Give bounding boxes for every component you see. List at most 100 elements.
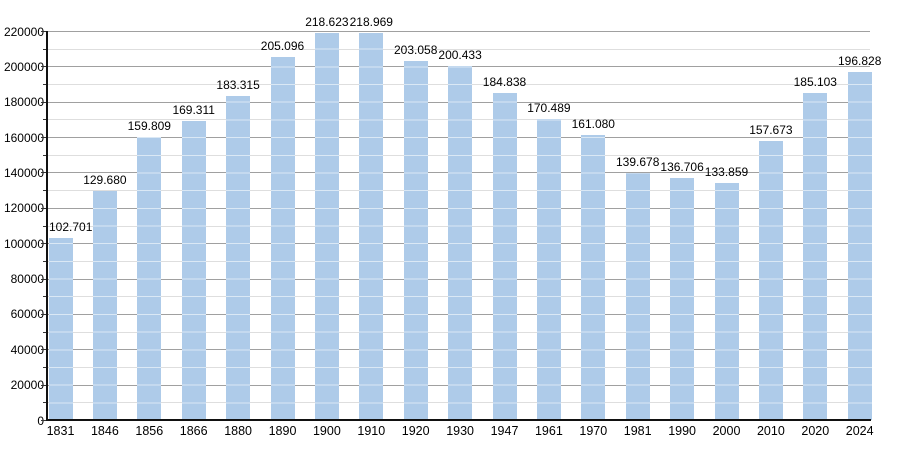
y-tick-label: 160000 [3,130,44,145]
bar-value-label: 218.623 [305,15,349,30]
y-minor-tick [43,84,46,86]
bar [226,95,251,420]
bar [92,190,117,420]
plot-area: 102.701 129.680 159.809 169.311 183.315 205.0… [46,15,881,421]
bar-value-label: 196.828 [837,53,882,68]
y-major-tick [41,243,46,245]
x-tick-label: 1831 [46,424,75,438]
bar-value-label: 133.859 [704,165,749,180]
y-minor-tick [43,296,46,298]
bar-value-label: 183.315 [216,77,260,92]
y-minor-tick [43,119,46,121]
x-tick-label: 1910 [357,424,386,438]
x-tick-label: 1866 [179,424,208,438]
bar-value-label: 136.706 [660,160,704,175]
x-tick-label: 1920 [401,424,430,438]
y-major-tick [41,313,46,315]
y-tick-label: 220000 [3,24,44,39]
bar-value-label: 203.058 [393,42,438,57]
bar-value-label: 185.103 [793,74,837,89]
y-minor-tick [43,154,46,156]
x-tick-label: 1970 [579,424,608,438]
bar [581,135,606,420]
y-major-tick [41,137,46,139]
y-major-tick [41,384,46,386]
bar [359,32,384,420]
x-tick-label: 1900 [312,424,341,438]
y-tick-label: 200000 [3,59,44,74]
y-tick-label: 60000 [10,307,44,322]
bar-value-label: 184.838 [482,75,527,90]
x-tick-label: 2024 [845,424,874,438]
bar-value-label: 218.969 [349,14,393,29]
x-tick-label: 1947 [490,424,519,438]
y-minor-tick [43,225,46,227]
y-tick-label: 140000 [3,165,44,180]
bar-value-label: 200.433 [438,47,482,62]
x-tick-label: 1856 [135,424,164,438]
bar-value-label: 157.673 [749,123,793,138]
x-tick-label: 1981 [623,424,652,438]
y-major-tick [41,420,46,421]
y-tick-label: 40000 [10,342,44,357]
y-tick-label: 20000 [10,378,44,393]
bar-value-label: 159.809 [127,119,171,134]
x-tick-label: 2020 [801,424,830,438]
y-tick-label: 120000 [3,201,44,216]
bar [803,92,828,420]
y-tick-label: 80000 [10,272,44,287]
bar-value-label: 129.680 [83,172,127,187]
bar [270,57,295,420]
y-major-tick [41,349,46,351]
bar [492,93,517,420]
x-tick-label: 1990 [668,424,696,438]
bar-value-label: 139.678 [615,155,660,170]
y-axis-tick-labels: 0 20000 40000 60000 80000 100000 120000 140000 1… [0,26,44,427]
bar [181,120,206,420]
y-major-tick [41,172,46,174]
y-major-tick [41,278,46,280]
x-axis-tick-labels: 1831 1846 1856 1866 1880 1890 1900 1910 1920 1930… [46,424,874,440]
bar-value-label: 169.311 [172,102,215,117]
bar [625,173,650,420]
x-tick-label: 2000 [712,424,741,438]
y-tick-label: 0 [0,415,44,427]
x-tick-label: 1880 [224,424,252,438]
bar [670,178,695,420]
major-gridline [48,31,870,32]
y-minor-tick [43,48,46,50]
bar [448,65,473,420]
y-minor-tick [43,331,46,333]
bar [314,33,339,420]
minor-gridline [48,48,870,50]
y-major-tick [41,207,46,209]
y-tick-label: 180000 [3,95,44,110]
y-axis-line [46,31,48,421]
y-minor-tick [43,402,46,404]
x-axis-line [47,419,871,421]
y-minor-tick [43,366,46,368]
bar [48,238,73,420]
y-tick-label: 100000 [3,236,44,251]
bar [403,60,428,420]
y-major-tick [41,66,46,68]
x-tick-label: 2010 [756,424,785,438]
x-tick-label: 1930 [446,424,474,438]
x-tick-label: 1846 [90,424,119,438]
bar [847,71,872,420]
x-tick-label: 1890 [268,424,297,438]
y-major-tick [41,31,46,32]
bar [137,137,162,420]
bar-value-label: 161.080 [571,117,615,132]
y-minor-tick [43,190,46,192]
x-tick-label: 1961 [534,424,563,438]
bar-value-label: 102.701 [49,220,93,235]
bar-value-label: 170.489 [527,100,571,115]
bar-value-label: 205.096 [260,39,305,54]
y-major-tick [41,101,46,103]
bar [758,141,783,420]
bar [536,118,561,420]
bar [714,183,739,420]
y-minor-tick [43,260,46,262]
